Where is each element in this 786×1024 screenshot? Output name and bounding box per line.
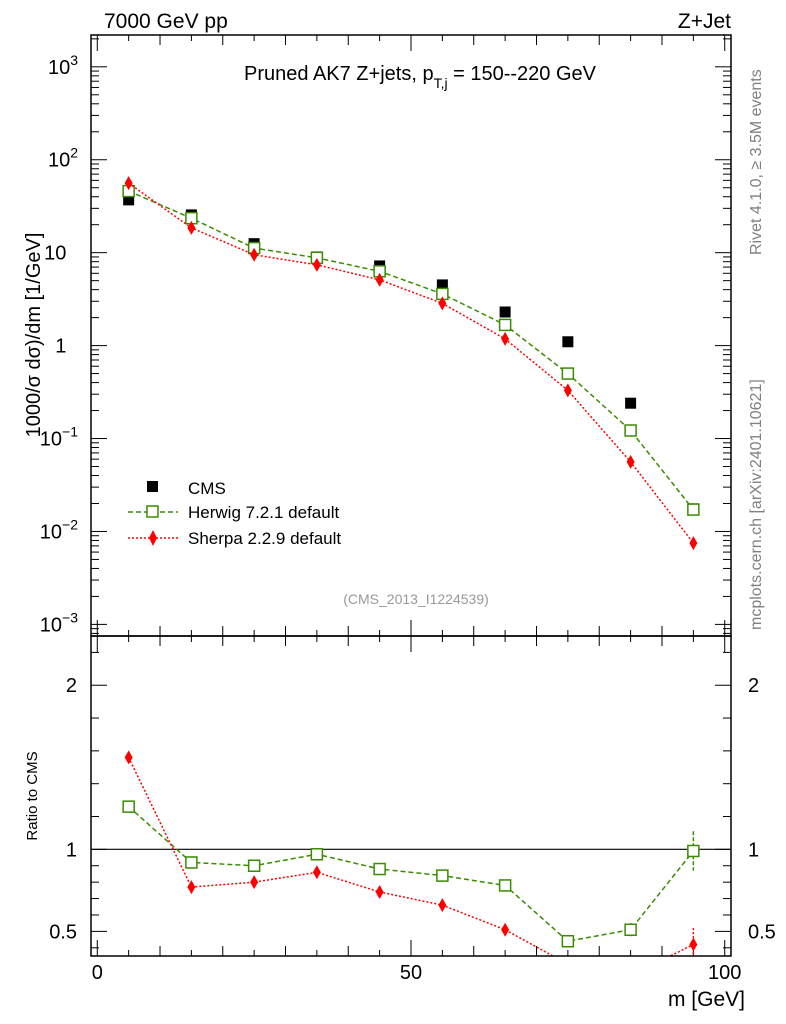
main-point-cms <box>625 397 637 409</box>
ratio-y-tick-label: 2 <box>66 675 77 697</box>
ratio-panel: Ratio to CMS 0.5 0.5 1 1 2 2 0 50 100 m [GeV] <box>24 635 776 1011</box>
ratio-point-sherpa <box>250 875 259 890</box>
legend-item-cms: CMS <box>147 479 226 498</box>
ratio-y-tick-label: 0.5 <box>49 921 77 943</box>
ratio-series <box>122 750 700 983</box>
main-point-cms <box>562 336 574 348</box>
ratio-y-tick-label-right: 0.5 <box>748 921 776 943</box>
main-y-tick-label: 10−3 <box>40 609 78 636</box>
ratio-point-herwig <box>122 800 135 813</box>
ratio-point-sherpa <box>689 937 698 952</box>
ratio-line-sherpa <box>127 757 694 956</box>
ratio-y-tick-label-right: 1 <box>748 839 759 861</box>
main-y-tick-label: 10−1 <box>40 424 78 451</box>
analysis-watermark: (CMS_2013_I1224539) <box>343 591 489 607</box>
ratio-point-herwig <box>561 934 575 948</box>
ratio-y-tick-label-right: 2 <box>748 675 759 697</box>
main-line-sherpa <box>128 182 694 544</box>
side-label-mcplots: mcplots.cern.ch [arXiv:2401.10621] <box>748 379 765 630</box>
x-axis-label: m [GeV] <box>668 988 745 1011</box>
ratio-point-herwig <box>436 869 449 882</box>
main-y-axis-label: 1000/σ dσ)/dm [1/GeV] <box>23 233 45 438</box>
legend-label-sherpa: Sherpa 2.2.9 default <box>188 529 341 548</box>
main-point-sherpa <box>438 296 447 311</box>
ratio-point-sherpa <box>375 885 384 899</box>
main-y-tick-label: 103 <box>48 52 78 79</box>
ratio-y-tick-label: 1 <box>66 839 77 861</box>
main-y-tick-label: 102 <box>48 145 78 172</box>
x-tick-label: 0 <box>92 962 103 984</box>
main-point-sherpa <box>124 176 133 191</box>
main-point-cms <box>436 279 448 291</box>
side-label-rivet: Rivet 4.1.0, ≥ 3.5M events <box>748 69 765 255</box>
ratio-point-herwig <box>498 879 512 892</box>
ratio-point-herwig <box>373 862 386 876</box>
main-y-tick-label: 10−2 <box>40 516 78 543</box>
header-right: Z+Jet <box>678 10 731 33</box>
main-y-tick-label: 1 <box>55 331 78 358</box>
main-point-sherpa <box>563 383 572 398</box>
main-title: Pruned AK7 Z+jets, pT,j = 150--220 GeV <box>244 63 597 91</box>
ratio-line-herwig <box>128 806 694 943</box>
ratio-point-herwig <box>687 844 700 858</box>
legend-item-herwig: Herwig 7.2.1 default <box>128 503 339 522</box>
legend-item-sherpa: Sherpa 2.2.9 default <box>128 529 341 548</box>
ratio-point-herwig <box>310 848 324 861</box>
ratio-tick-labels: 0.5 0.5 1 1 2 2 0 50 100 <box>49 675 776 984</box>
main-axis-ticks <box>91 35 731 636</box>
main-point-sherpa <box>375 272 384 287</box>
main-point-sherpa <box>312 257 321 272</box>
ratio-point-sherpa <box>124 750 133 765</box>
legend-label-cms: CMS <box>188 479 226 498</box>
main-panel: Pruned AK7 Z+jets, pT,j = 150--220 GeV 1… <box>23 34 732 637</box>
main-point-sherpa <box>501 331 510 346</box>
main-point-sherpa <box>250 247 259 262</box>
ratio-point-herwig <box>624 923 637 936</box>
header-left: 7000 GeV pp <box>104 10 228 33</box>
main-line-herwig <box>128 190 694 511</box>
main-point-cms <box>499 306 511 318</box>
main-point-herwig <box>624 424 637 437</box>
main-point-sherpa <box>626 454 635 469</box>
main-series <box>122 176 700 551</box>
main-point-herwig <box>687 503 700 516</box>
legend-marker-herwig <box>146 505 159 518</box>
ratio-point-sherpa <box>564 957 572 971</box>
legend-label-herwig: Herwig 7.2.1 default <box>188 503 339 522</box>
main-point-herwig <box>498 318 512 332</box>
ratio-point-sherpa <box>501 922 510 937</box>
main-point-sherpa <box>689 536 698 551</box>
main-point-cms <box>123 194 135 206</box>
main-point-sherpa <box>187 220 196 235</box>
ratio-y-axis-label: Ratio to CMS <box>24 751 41 840</box>
x-tick-label: 100 <box>708 962 741 984</box>
x-tick-label: 50 <box>400 962 422 984</box>
main-y-tick-label: 10 <box>44 238 78 265</box>
main-frame <box>90 34 732 637</box>
ratio-point-sherpa <box>187 880 196 895</box>
legend: CMS Herwig 7.2.1 default Sherpa 2.2.9 de… <box>128 479 341 548</box>
ratio-point-sherpa <box>438 898 447 913</box>
ratio-point-herwig <box>185 856 198 869</box>
ratio-frame <box>90 635 732 957</box>
main-y-tick-labels: 103 102 10 1 10−1 10−2 10−3 <box>40 52 78 637</box>
ratio-point-sherpa <box>627 969 635 983</box>
legend-marker-cms <box>147 481 158 492</box>
legend-marker-sherpa <box>149 530 157 546</box>
main-point-herwig <box>561 367 575 380</box>
ratio-point-herwig <box>247 859 261 872</box>
ratio-axis-ticks <box>91 636 731 956</box>
ratio-point-sherpa <box>312 865 321 880</box>
